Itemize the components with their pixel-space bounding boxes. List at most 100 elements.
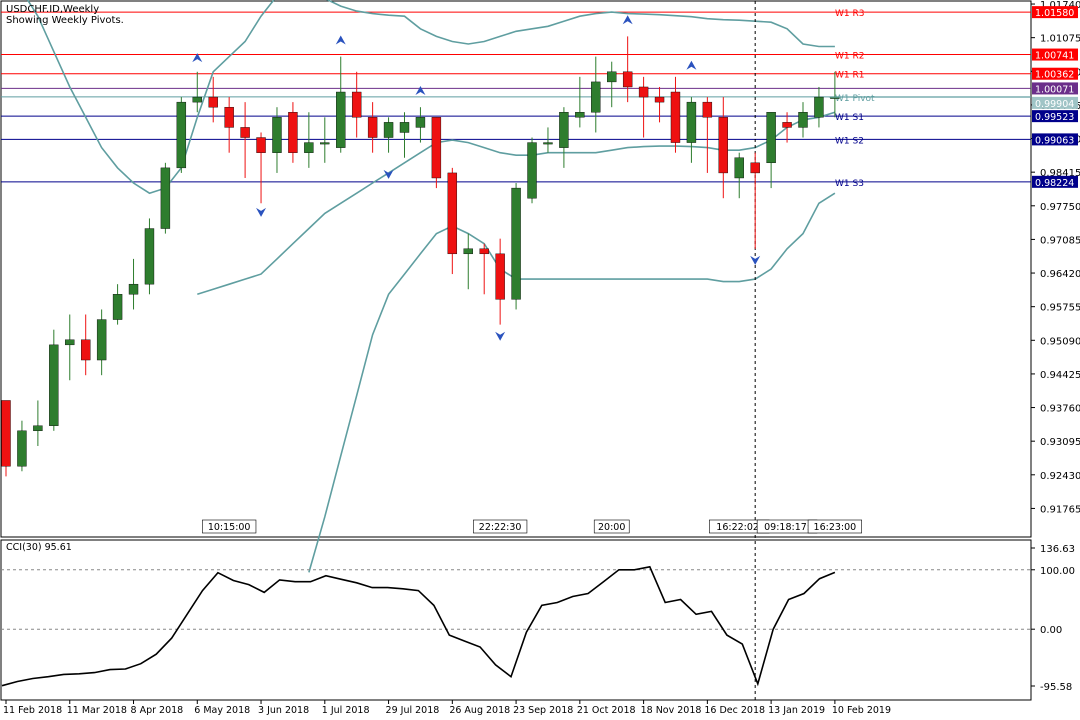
candle-body (144, 228, 155, 285)
candle-body (1, 400, 11, 467)
pivot-price-tag (1032, 6, 1078, 19)
candle-body (160, 167, 171, 229)
fractal-down-arrow (750, 255, 761, 265)
time-tag (807, 519, 862, 534)
pivot-price-tag (1032, 110, 1078, 123)
pivot-line-label: W1 Pivot (835, 94, 875, 104)
x-axis-label: 21 Oct 2018 (577, 705, 636, 716)
x-axis-label: 26 Aug 2018 (449, 705, 510, 716)
pivot-line-label: W1 R3 (835, 9, 864, 19)
candle-body (272, 117, 282, 153)
candle-body (750, 162, 760, 174)
candle-body (559, 112, 569, 148)
x-axis-label: 18 Nov 2018 (641, 705, 702, 716)
price-axis-label: 0.95090 (1040, 336, 1080, 347)
candle-body (543, 142, 553, 145)
candle-body (320, 142, 330, 145)
x-axis-label: 3 Jun 2018 (258, 705, 309, 716)
pivot-price-label: 0.99523 (1035, 112, 1074, 123)
time-tag-label: 09:18:17: (764, 522, 810, 533)
x-axis-label: 23 Sep 2018 (513, 705, 573, 716)
candle-body (607, 71, 617, 83)
candle-body (65, 339, 75, 346)
candle-body (638, 86, 649, 98)
chart-symbol-title: USDCHF.ID,Weekly (6, 4, 100, 15)
candle-body (17, 430, 27, 467)
candle-body (399, 122, 410, 133)
x-axis-label: 11 Feb 2018 (3, 705, 62, 716)
candle-body (798, 112, 808, 128)
bollinger-upper-band (26, 0, 835, 195)
price-axis-label: 0.96420 (1040, 269, 1080, 280)
candle-body (208, 96, 218, 108)
cci-title: CCI(30) 95.61 (6, 542, 72, 553)
x-axis-label: 29 Jul 2018 (386, 705, 440, 716)
price-axis-label: 0.94425 (1040, 370, 1080, 381)
candle-body (96, 319, 107, 361)
candle-body (383, 122, 394, 138)
candle-body (80, 339, 91, 361)
price-axis-label: 0.98415 (1040, 168, 1080, 179)
pivot-price-tag (1032, 67, 1078, 80)
x-axis-label: 11 Mar 2018 (67, 705, 127, 716)
fractal-down-arrow (256, 207, 267, 217)
candle-body (782, 122, 792, 128)
time-tag-label: 10:15:00 (208, 522, 251, 533)
fractal-up-arrow (686, 60, 697, 70)
pivot-price-label: 1.00071 (1035, 84, 1074, 95)
price-axis-label: 0.97750 (1040, 202, 1080, 213)
fractal-down-arrow (495, 331, 506, 341)
candle-body (112, 294, 123, 320)
cci-axis-label: 100.00 (1040, 566, 1075, 577)
cci-axis-label: 0.00 (1040, 625, 1062, 636)
candle-body (766, 112, 776, 164)
bollinger-lower-band (308, 192, 836, 573)
candle-body (336, 91, 346, 148)
cci-panel-frame (0, 539, 1032, 701)
pivot-price-label: 1.00362 (1035, 70, 1074, 81)
x-axis-label: 10 Feb 2019 (832, 705, 891, 716)
pivot-line-label: W1 S2 (835, 136, 864, 146)
time-tag (593, 519, 630, 534)
pivot-price-label: 0.99904 (1035, 99, 1074, 110)
time-tag-label: 22:22:30 (479, 522, 522, 533)
candle-body (351, 91, 362, 118)
candle-body (224, 106, 234, 128)
candle-body (463, 248, 473, 255)
price-axis-label: 1.01075 (1040, 34, 1080, 45)
candle-body (670, 91, 681, 143)
price-axis-label: 0.95755 (1040, 303, 1080, 314)
candle-body (495, 253, 505, 300)
candle-body (575, 112, 585, 118)
candle-body (33, 425, 43, 432)
cci-axis-label: 136.63 (1040, 544, 1075, 555)
fractal-up-arrow (335, 35, 346, 45)
candle-body (686, 101, 697, 143)
candle-body (431, 117, 442, 179)
pivot-line-label: W1 R2 (835, 52, 864, 62)
pivot-price-tag (1032, 82, 1078, 95)
candle-body (511, 187, 521, 300)
candle-body (240, 127, 250, 138)
pivot-price-tag (1032, 175, 1078, 188)
price-axis-label: 1.01740 (1040, 0, 1080, 11)
pivot-line-label: W1 R1 (835, 71, 864, 81)
bollinger-middle-band (197, 111, 836, 296)
chart-subtitle: Showing Weekly Pivots. (6, 15, 124, 26)
candle-body (128, 283, 139, 295)
candle-body (622, 71, 633, 88)
pivot-line-label: W1 S1 (835, 113, 864, 123)
time-tag-label: 16:22:02: (716, 522, 762, 533)
candle-body (49, 344, 59, 426)
fractal-up-arrow (415, 86, 426, 96)
pivot-price-tag (1032, 96, 1078, 109)
candle-body (527, 142, 537, 199)
fractal-down-arrow (383, 169, 394, 179)
candle-body (192, 96, 202, 103)
time-tag-label: 20:00 (598, 522, 625, 533)
price-axis-label: 0.93760 (1040, 404, 1080, 415)
candle-body (591, 81, 601, 113)
pivot-price-label: 0.99063 (1035, 135, 1074, 146)
candle-body (367, 117, 378, 138)
